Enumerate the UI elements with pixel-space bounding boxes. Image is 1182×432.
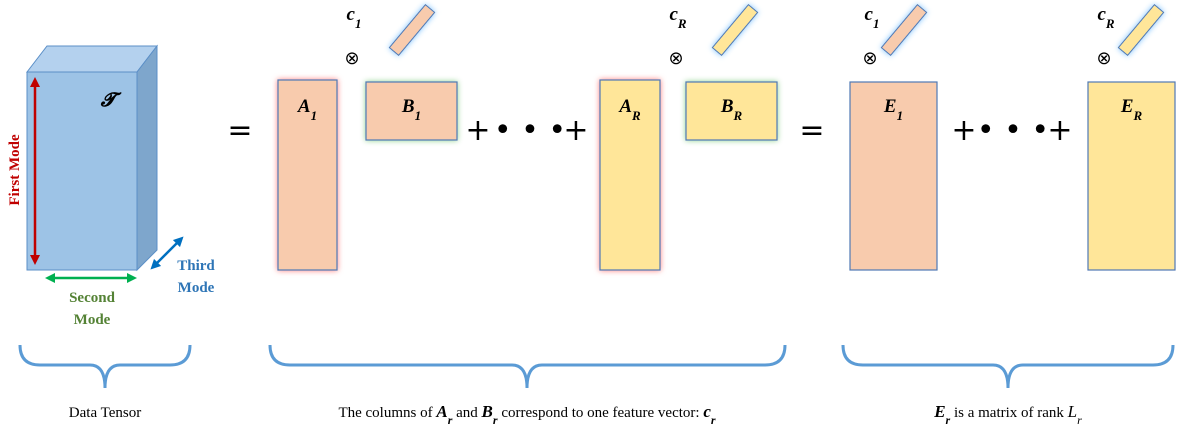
label-sub: R (1105, 16, 1115, 31)
first-mode-label: First Mode (7, 134, 23, 206)
matrix-label: AR (618, 96, 641, 123)
caption-text: The columns of (338, 405, 436, 421)
vector-label: c1 (865, 4, 880, 31)
label-base: B (401, 96, 415, 117)
caption-symbol: c (703, 402, 711, 421)
caption-sub: r (711, 413, 716, 427)
second-mode-label: Second (69, 290, 116, 306)
caption-text: is a matrix of rank (950, 405, 1067, 421)
label-base: c (347, 4, 356, 25)
third-mode-label: Mode (178, 280, 215, 296)
label-base: c (1097, 4, 1106, 25)
operator: ⊗ (862, 48, 877, 69)
label-base: A (297, 96, 311, 117)
tensor-front (26, 71, 138, 271)
label-sub: 1 (311, 108, 318, 123)
label-base: B (720, 96, 734, 117)
tensor-side (136, 44, 158, 272)
label-base: c (669, 4, 678, 25)
label-sub: R (733, 108, 743, 123)
vector (880, 3, 928, 57)
label-sub: 1 (873, 16, 880, 31)
vector-label: cR (1097, 4, 1114, 31)
vector (711, 3, 759, 57)
caption-sub: r (493, 413, 498, 427)
label-sub: R (631, 108, 641, 123)
caption-symbol: B (481, 402, 493, 421)
caption-text: Data Tensor (69, 405, 141, 421)
matrix (1087, 81, 1176, 271)
brace (18, 344, 192, 389)
caption-sub: r (946, 413, 951, 427)
matrix (599, 79, 661, 271)
operator: • • • (977, 113, 1049, 148)
operator: • • • (494, 113, 566, 148)
tensor-top (25, 45, 159, 73)
matrix (849, 81, 938, 271)
matrix-label: E1 (883, 96, 903, 123)
caption: The columns of Ar and Br correspond to o… (338, 402, 715, 427)
matrix (277, 79, 338, 271)
matrix (685, 81, 778, 141)
label-base: c (865, 4, 874, 25)
third-mode-label: Third (177, 258, 215, 274)
vector (388, 3, 436, 57)
matrix-label: B1 (401, 96, 421, 123)
matrix (365, 81, 458, 141)
second-mode-label: Mode (74, 312, 111, 328)
operator: + (465, 113, 490, 148)
label-sub: 1 (415, 108, 422, 123)
matrix-label: A1 (297, 96, 317, 123)
label-base: A (618, 96, 632, 117)
caption: Er is a matrix of rank Lr (933, 402, 1082, 427)
label-sub: R (1133, 108, 1143, 123)
label-sub: 1 (355, 16, 362, 31)
caption-sub: r (1077, 413, 1082, 427)
matrix-label: ER (1120, 96, 1143, 123)
caption: Data Tensor (69, 405, 141, 421)
caption-text: and (452, 405, 481, 421)
operator: + (563, 113, 588, 148)
caption-sub: r (448, 413, 453, 427)
label-sub: R (677, 16, 687, 31)
caption-symbol: L (1067, 402, 1077, 421)
brace (841, 344, 1175, 389)
operator: + (1047, 113, 1072, 148)
caption-symbol: E (933, 402, 945, 421)
operator: ⊗ (344, 48, 359, 69)
label-base: E (883, 96, 897, 117)
operator: + (951, 113, 976, 148)
caption-symbol: A (435, 402, 447, 421)
brace (268, 344, 787, 389)
vector (1117, 3, 1165, 57)
matrix-label: BR (720, 96, 743, 123)
third-mode-arrow (150, 236, 184, 270)
vector-label: c1 (347, 4, 362, 31)
operator: ⊗ (1096, 48, 1111, 69)
operator: ⊗ (668, 48, 683, 69)
caption-text: correspond to one feature vector: (498, 405, 704, 421)
label-sub: 1 (897, 108, 904, 123)
operator: = (799, 113, 824, 148)
operator: = (227, 113, 252, 148)
label-base: E (1120, 96, 1134, 117)
vector-label: cR (669, 4, 686, 31)
